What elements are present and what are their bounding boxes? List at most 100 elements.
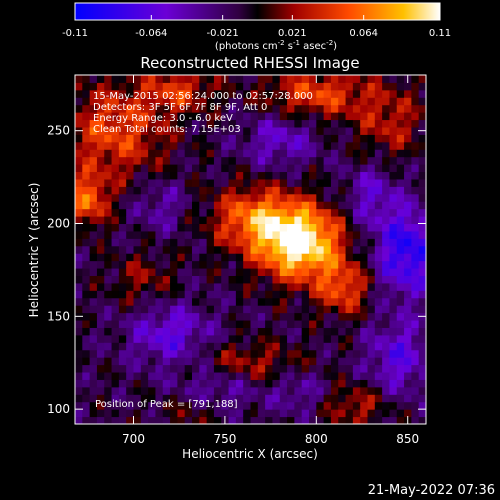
heatmap-cell (411, 126, 420, 135)
heatmap-cell (228, 260, 237, 269)
heatmap-cell (126, 186, 134, 195)
heatmap-cell (184, 245, 193, 254)
heatmap-cell (221, 342, 230, 351)
heatmap-cell (411, 223, 420, 232)
heatmap-cell (411, 372, 420, 380)
heatmap-cell (170, 97, 178, 106)
heatmap-cell (294, 394, 303, 403)
heatmap-cell (389, 112, 398, 121)
heatmap-cell (206, 282, 215, 291)
heatmap-cell (389, 238, 398, 247)
heatmap-cell (162, 327, 171, 336)
heatmap-cell (155, 349, 164, 358)
heatmap-cell (338, 216, 347, 225)
heatmap-cell (338, 372, 347, 380)
heatmap-cell (170, 216, 178, 225)
heatmap-cell (199, 201, 208, 210)
heatmap-cell (111, 305, 120, 314)
heatmap-cell (330, 275, 339, 284)
heatmap-cell (228, 297, 237, 306)
heatmap-cell (382, 364, 390, 373)
heatmap-cell (170, 312, 178, 321)
heatmap-cell (170, 75, 178, 83)
heatmap-cell (75, 268, 83, 276)
heatmap-cell (265, 394, 273, 403)
heatmap-cell (221, 253, 230, 262)
heatmap-cell (206, 290, 215, 299)
heatmap-cell (235, 401, 244, 410)
heatmap-cell (243, 75, 251, 83)
heatmap-cell (382, 216, 390, 225)
heatmap-cell (374, 201, 383, 210)
heatmap-cell (272, 416, 281, 424)
heatmap-cell (235, 394, 244, 403)
heatmap-cell (184, 305, 193, 314)
heatmap-cell (309, 178, 317, 187)
heatmap-cell (199, 379, 208, 388)
heatmap-cell (199, 342, 208, 351)
heatmap-cell (140, 275, 149, 284)
heatmap-cell (111, 245, 120, 254)
heatmap-cell (352, 260, 361, 269)
heatmap-cell (104, 97, 113, 106)
heatmap-cell (360, 230, 368, 239)
heatmap-cell (309, 201, 317, 210)
heatmap-cell (301, 193, 310, 202)
heatmap-cell (389, 401, 398, 410)
heatmap-cell (199, 126, 208, 135)
heatmap-cell (126, 305, 134, 314)
heatmap-cell (206, 268, 215, 276)
heatmap-cell (301, 89, 310, 98)
heatmap-cell (170, 89, 178, 98)
heatmap-cell (250, 320, 259, 328)
heatmap-cell (279, 238, 288, 247)
heatmap-cell (330, 201, 339, 210)
heatmap-cell (213, 82, 222, 91)
heatmap-cell (257, 149, 266, 158)
heatmap-cell (404, 379, 412, 388)
heatmap-cell (404, 305, 412, 314)
heatmap-cell (213, 275, 222, 284)
heatmap-cell (170, 327, 178, 336)
heatmap-cell (96, 156, 105, 165)
heatmap-cell (155, 193, 164, 202)
heatmap-cell (272, 178, 281, 187)
heatmap-cell (177, 386, 186, 395)
heatmap-cell (360, 260, 368, 269)
heatmap-cell (162, 357, 171, 366)
heatmap-cell (235, 208, 244, 217)
heatmap-cell (352, 416, 361, 424)
heatmap-cell (301, 386, 310, 395)
heatmap-cell (360, 409, 368, 418)
heatmap-cell (404, 386, 412, 395)
heatmap-cell (140, 216, 149, 225)
heatmap-cell (265, 178, 273, 187)
heatmap-cell (345, 364, 354, 373)
heatmap-cell (338, 290, 347, 299)
heatmap-cell (126, 401, 134, 410)
heatmap-cell (301, 290, 310, 299)
heatmap-cell (418, 245, 426, 254)
heatmap-cell (374, 297, 383, 306)
heatmap-cell (352, 104, 361, 113)
heatmap-cell (177, 372, 186, 380)
heatmap-cell (177, 268, 186, 276)
heatmap-cell (111, 164, 120, 173)
heatmap-cell (192, 89, 200, 98)
heatmap-cell (184, 320, 193, 328)
heatmap-cell (82, 416, 91, 424)
heatmap-cell (213, 372, 222, 380)
heatmap-cell (221, 119, 230, 128)
heatmap-cell (301, 186, 310, 195)
heatmap-cell (140, 149, 149, 158)
heatmap-cell (199, 297, 208, 306)
heatmap-cell (396, 82, 405, 91)
heatmap-cell (404, 156, 412, 165)
heatmap-cell (177, 334, 186, 343)
heatmap-cell (367, 320, 376, 328)
heatmap-cell (111, 327, 120, 336)
heatmap-cell (213, 141, 222, 150)
heatmap-cell (133, 320, 142, 328)
heatmap-cell (170, 245, 178, 254)
heatmap-cell (155, 230, 164, 239)
